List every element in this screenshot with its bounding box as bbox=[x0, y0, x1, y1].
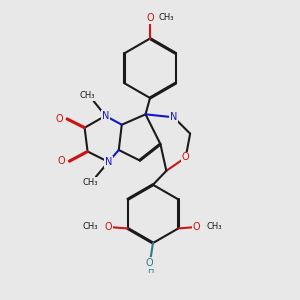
Text: CH₃: CH₃ bbox=[207, 222, 222, 231]
Text: O: O bbox=[58, 156, 65, 166]
Text: CH₃: CH₃ bbox=[80, 91, 95, 100]
Text: O: O bbox=[56, 114, 63, 124]
Text: N: N bbox=[105, 157, 112, 167]
Text: O: O bbox=[146, 13, 154, 23]
Text: O: O bbox=[105, 222, 112, 232]
Text: CH₃: CH₃ bbox=[83, 222, 98, 231]
Text: CH₃: CH₃ bbox=[82, 178, 98, 187]
Text: N: N bbox=[170, 112, 178, 122]
Text: N: N bbox=[102, 111, 109, 121]
Text: H: H bbox=[147, 266, 153, 275]
Text: O: O bbox=[146, 258, 153, 268]
Text: CH₃: CH₃ bbox=[159, 13, 174, 22]
Text: O: O bbox=[182, 152, 190, 162]
Text: O: O bbox=[193, 222, 200, 232]
